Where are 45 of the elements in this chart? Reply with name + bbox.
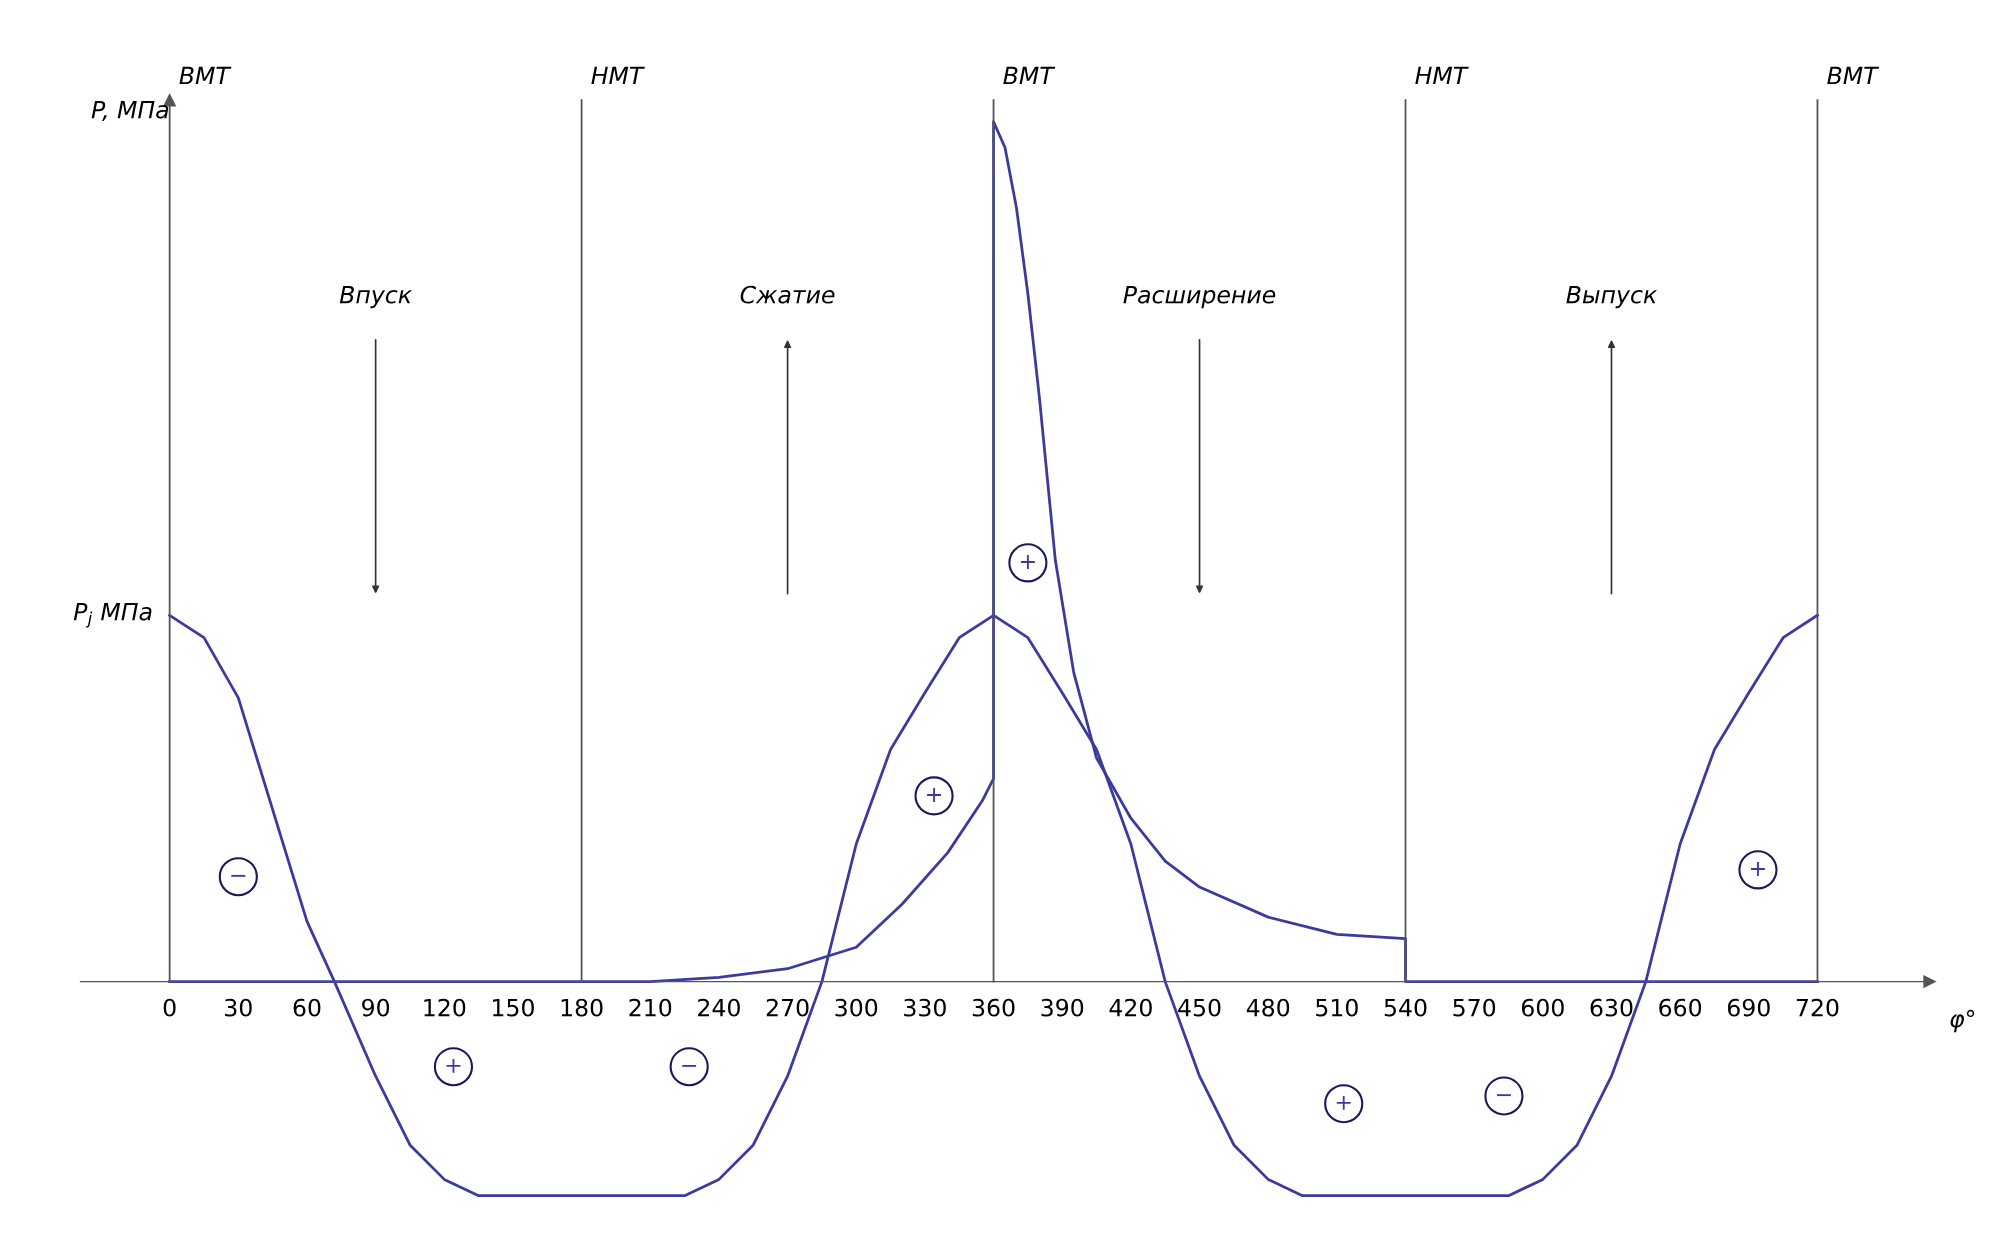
x-tick-label: 300 [835,998,878,1017]
x-tick-label: 420 [1109,998,1152,1017]
annotation: Расширение [1123,286,1276,309]
x-tick-label: 30 [225,998,252,1017]
x-tick-label: 180 [561,998,603,1017]
x-tick-label: 690 [1727,998,1770,1017]
x-tick-label: 150 [493,998,534,1017]
x-tick-label: 0 [163,998,176,1017]
annotation: Впуск [339,286,412,309]
x-tick-label: 90 [362,998,390,1017]
ref-line-label: ВМТ [179,66,232,85]
x-tick-label: 600 [1521,998,1564,1017]
annotation: − [682,1064,697,1067]
annotation: Сжатие [740,285,835,304]
x-tick-label: 210 [629,998,672,1017]
x-axis-title: φ° [1950,1009,1975,1033]
ref-line-label: ВМТ [1003,66,1056,85]
annotation: − [231,874,246,877]
ref-line-label: НМТ [591,66,645,85]
x-tick-label: 660 [1659,998,1702,1017]
annotation: + [927,788,942,802]
x-tick-label: 450 [1178,998,1221,1017]
x-tick-label: 630 [1590,998,1633,1017]
x-tick-label: 240 [698,998,740,1017]
x-tick-label: 480 [1246,998,1290,1017]
annotation: + [1336,1095,1351,1110]
annotation: − [1496,1094,1511,1097]
annotation: P$_{j}$ МПа [73,603,152,628]
x-tick-label: 270 [766,998,809,1017]
x-tick-label: 720 [1796,998,1839,1017]
annotation: Выпуск [1566,286,1658,309]
x-tick-label: 60 [293,998,321,1017]
annotation: + [1751,862,1765,876]
annotation: + [1020,555,1035,569]
ref-line-label: ВМТ [1827,66,1880,85]
ref-line-label: НМТ [1415,66,1469,85]
x-tick-label: 360 [972,998,1015,1017]
x-tick-label: 120 [424,998,466,1017]
x-tick-label: 510 [1316,998,1358,1017]
x-tick-label: 330 [904,998,946,1017]
x-tick-label: 570 [1453,998,1496,1017]
x-tick-label: 390 [1041,998,1084,1017]
y-axis-title: P, МПа [91,100,169,121]
x-tick-label: 540 [1384,998,1427,1017]
annotation: + [446,1058,461,1073]
